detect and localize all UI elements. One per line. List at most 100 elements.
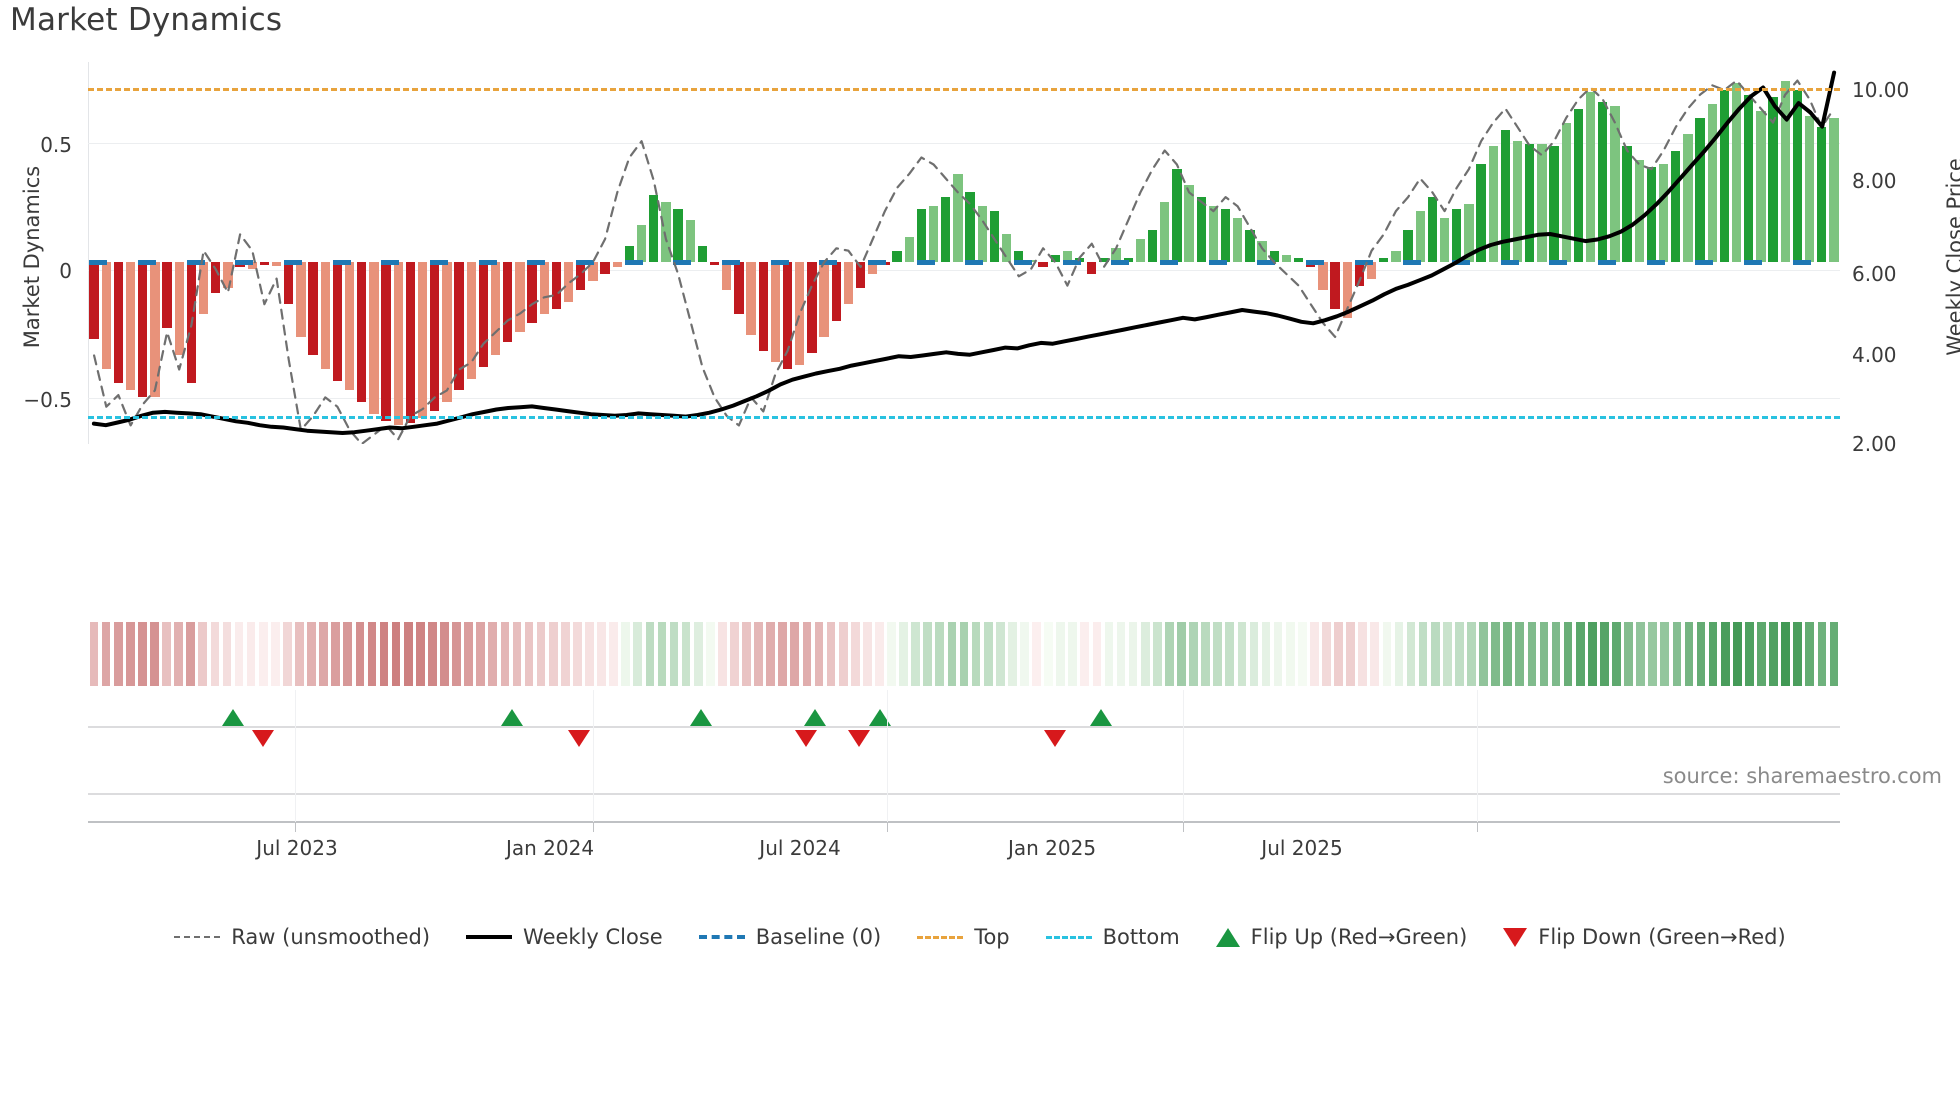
heatmap-cell (1285, 622, 1295, 686)
flip-up-marker[interactable] (804, 709, 827, 726)
heatmap-cell (1310, 622, 1319, 686)
legend-item-flip-down[interactable]: Flip Down (Green→Red) (1503, 925, 1786, 949)
heatmap-cell (1745, 622, 1754, 686)
bar (466, 262, 476, 379)
heatmap-cell (585, 622, 594, 686)
heatmap-cell (681, 622, 691, 686)
page-title: Market Dynamics (10, 2, 283, 38)
bar (1184, 185, 1194, 263)
baseline-segment (965, 259, 984, 265)
flip-down-marker[interactable] (252, 730, 275, 747)
bar (770, 262, 781, 363)
heatmap-cell (1201, 622, 1210, 686)
bar (782, 262, 793, 370)
heatmap-cell (754, 622, 763, 686)
y-tick-right-4: 2.00 (1852, 432, 1897, 456)
legend-item-bottom[interactable]: Bottom (1045, 925, 1180, 949)
legend-label-flip-up: Flip Up (Red→Green) (1250, 925, 1468, 949)
heatmap-cell (1261, 622, 1271, 686)
flip-down-marker[interactable] (795, 730, 818, 747)
heatmap-cell (645, 622, 655, 686)
flip-up-marker[interactable] (501, 709, 523, 726)
heatmap-cell (947, 622, 957, 686)
flip-up-marker[interactable] (1089, 709, 1112, 726)
bar (855, 262, 866, 288)
heatmap-cell (1720, 622, 1730, 686)
heatmap-cell (1116, 622, 1126, 686)
heatmap-cell (1249, 622, 1259, 686)
heatmap-cell (1334, 622, 1343, 686)
baseline-segment (332, 259, 351, 265)
bar (1342, 262, 1352, 319)
y-tick-right-3: 4.00 (1852, 343, 1897, 367)
x-tick-2: Jul 2024 (759, 836, 841, 860)
flip-down-marker[interactable] (567, 730, 590, 747)
baseline-segment (1111, 259, 1130, 265)
bar (563, 262, 574, 302)
heatmap-cell (295, 622, 304, 686)
heatmap-cell (1225, 622, 1235, 686)
heatmap-cell (138, 622, 147, 686)
heatmap-cell (1068, 622, 1078, 686)
baseline-segment (89, 259, 108, 265)
heatmap-cell (391, 622, 401, 686)
heatmap-cell (718, 622, 727, 686)
heatmap-cell (1769, 622, 1778, 686)
bar (1293, 257, 1304, 263)
heatmap-cell (1648, 622, 1658, 686)
heatmap-cell (379, 622, 389, 686)
bar (1208, 206, 1219, 263)
legend-item-baseline[interactable]: Baseline (0) (698, 925, 881, 949)
bar (1573, 108, 1584, 263)
flip-down-marker[interactable] (1044, 730, 1067, 747)
x-grid-line-1 (592, 690, 594, 822)
heatmap-cell (1781, 622, 1790, 686)
bar (576, 262, 586, 291)
bar (223, 262, 233, 288)
gridline-neg0p5 (88, 398, 1840, 399)
legend-item-top[interactable]: Top (917, 925, 1010, 949)
bar (1768, 96, 1778, 263)
heatmap-cell (1406, 622, 1416, 686)
heatmap-cell (923, 622, 933, 686)
legend-label-weekly-close: Weekly Close (523, 925, 663, 949)
legend-item-raw[interactable]: Raw (unsmoothed) (174, 925, 430, 949)
baseline-segment (138, 259, 157, 265)
bar (344, 262, 355, 391)
x-tick-0: Jul 2023 (256, 836, 338, 860)
heatmap-cell (125, 622, 135, 686)
heatmap-cell (1539, 622, 1549, 686)
flip-up-marker[interactable] (868, 709, 891, 726)
bar (125, 262, 136, 391)
heatmap-cell (512, 622, 522, 686)
heatmap-cell (440, 622, 449, 686)
flip-down-marker[interactable] (847, 730, 870, 747)
heatmap-cell (1297, 622, 1307, 686)
baseline-segment (186, 259, 205, 265)
heatmap-cell (911, 622, 920, 686)
flip-up-marker[interactable] (222, 709, 245, 726)
legend-item-weekly-close[interactable]: Weekly Close (466, 925, 663, 949)
heatmap-cell (319, 622, 328, 686)
legend-item-flip-up[interactable]: Flip Up (Red→Green) (1215, 925, 1468, 949)
heatmap-cell (1600, 622, 1609, 686)
bar (198, 262, 209, 314)
bar (600, 262, 610, 274)
flip-up-marker[interactable] (690, 709, 713, 726)
heatmap-cell (899, 622, 908, 686)
bar (405, 262, 416, 424)
bar (1245, 229, 1255, 263)
heatmap-cell (1140, 622, 1150, 686)
heatmap-cell (1624, 622, 1633, 686)
baseline-segment (527, 259, 546, 265)
bar (1464, 204, 1474, 263)
solid-black-line-icon (466, 935, 513, 939)
bar (551, 262, 562, 309)
bar (211, 262, 221, 293)
heatmap-cell (415, 622, 425, 686)
bar (953, 173, 963, 263)
heatmap-cell (1612, 622, 1621, 686)
bar (1233, 218, 1243, 263)
heatmap-cell (524, 622, 534, 686)
heatmap-cell (826, 622, 836, 686)
